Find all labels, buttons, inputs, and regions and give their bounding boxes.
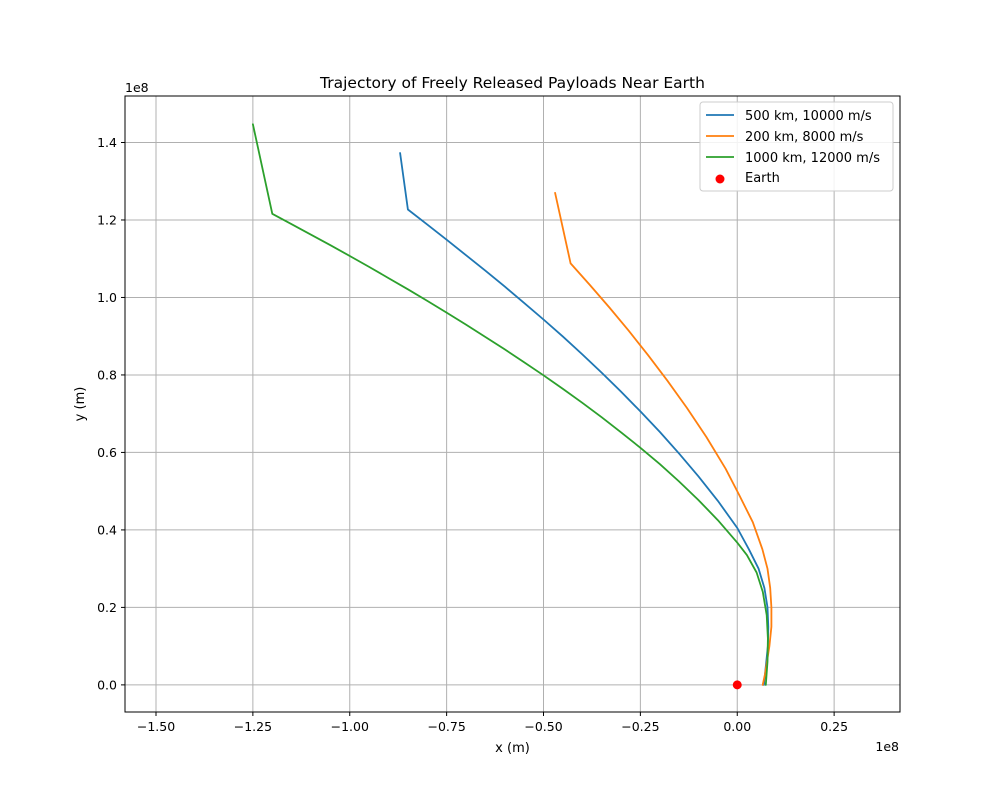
y-tick-label: 0.0 — [97, 677, 117, 692]
points-layer — [732, 680, 742, 690]
x-tick-label: −0.75 — [427, 719, 465, 734]
legend-marker-earth — [715, 174, 725, 184]
y-tick-label: 1.2 — [97, 212, 117, 227]
legend-label-series-1: 500 km, 10000 m/s — [745, 109, 872, 124]
chart-title: Trajectory of Freely Released Payloads N… — [319, 74, 705, 92]
y-axis-label: y (m) — [73, 387, 88, 422]
ticks: −1.50 −1.25 −1.00 −0.75 −0.50 −0.25 0.00 0.25 0.… — [97, 135, 848, 734]
series-layer — [251, 123, 773, 686]
y-tick-label: 1.0 — [97, 290, 117, 305]
y-tick-label: 1.4 — [97, 135, 117, 150]
y-tick-label: 0.8 — [97, 367, 117, 382]
x-axis-label: x (m) — [495, 741, 530, 756]
x-tick-label: −1.50 — [137, 719, 175, 734]
x-offset-label: 1e8 — [875, 739, 899, 754]
legend-label-series-3: 1000 km, 12000 m/s — [745, 151, 880, 166]
y-offset-label: 1e8 — [125, 80, 149, 95]
legend: 500 km, 10000 m/s 200 km, 8000 m/s 1000 … — [699, 101, 894, 192]
series-line-1 — [399, 152, 770, 686]
plot-frame — [124, 95, 901, 713]
y-tick-label: 0.4 — [97, 522, 117, 537]
series-line-2 — [554, 191, 773, 686]
x-tick-label: −0.25 — [621, 719, 659, 734]
legend-label-series-2: 200 km, 8000 m/s — [745, 130, 864, 145]
earth-marker — [732, 680, 742, 690]
legend-label-earth: Earth — [745, 171, 780, 186]
legend-box — [699, 101, 894, 192]
x-tick-label: −0.50 — [524, 719, 562, 734]
series-line-3 — [251, 123, 769, 686]
y-tick-label: 0.6 — [97, 445, 117, 460]
x-tick-label: 0.25 — [820, 719, 848, 734]
x-tick-label: 0.00 — [723, 719, 751, 734]
x-tick-label: −1.00 — [331, 719, 369, 734]
y-tick-label: 0.2 — [97, 600, 117, 615]
x-tick-label: −1.25 — [234, 719, 272, 734]
